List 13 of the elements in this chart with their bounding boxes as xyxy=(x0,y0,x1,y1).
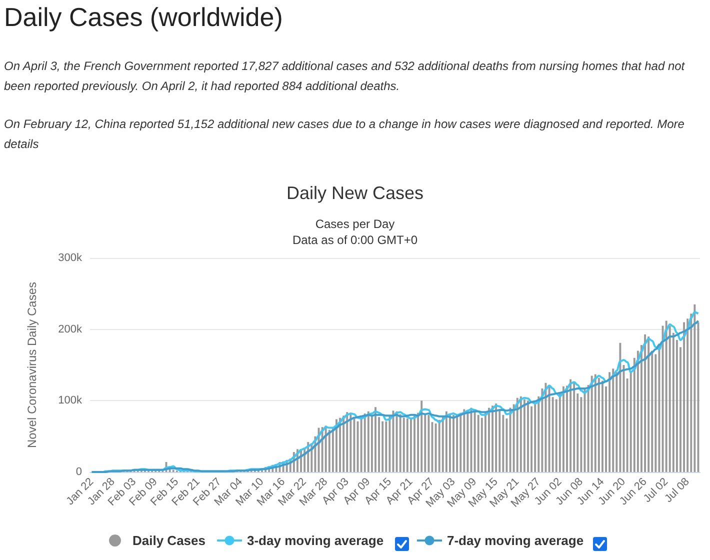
legend-label: Daily Cases xyxy=(132,533,206,548)
y-tick-label: 100k xyxy=(58,394,82,407)
text: On February 12, China reported 51,152 additional new cases due to a change in how cases were diagnosed and reported. More details xyxy=(4,116,686,153)
y-axis-title: Novel Coronavirus Daily Cases xyxy=(25,282,39,448)
legend-label: 7-day moving average xyxy=(447,533,584,548)
chart-subtitle: Cases per Day Data as of 0:00 GMT+0 xyxy=(292,217,418,247)
y-tick-label: 200k xyxy=(58,323,82,336)
legend-label: 3-day moving average xyxy=(247,533,384,548)
y-tick-label: 0 xyxy=(76,466,82,478)
chart-title: Daily New Cases xyxy=(286,183,424,203)
y-tick-label: 300k xyxy=(58,252,82,264)
text: Daily Cases (worldwide) xyxy=(4,2,283,33)
text: On April 3, the French Government reported 17,827 additional cases and 532 additional deaths from nursing homes that had not been reported previously. On April 2, it had reported 884 additional deaths. xyxy=(4,58,686,95)
